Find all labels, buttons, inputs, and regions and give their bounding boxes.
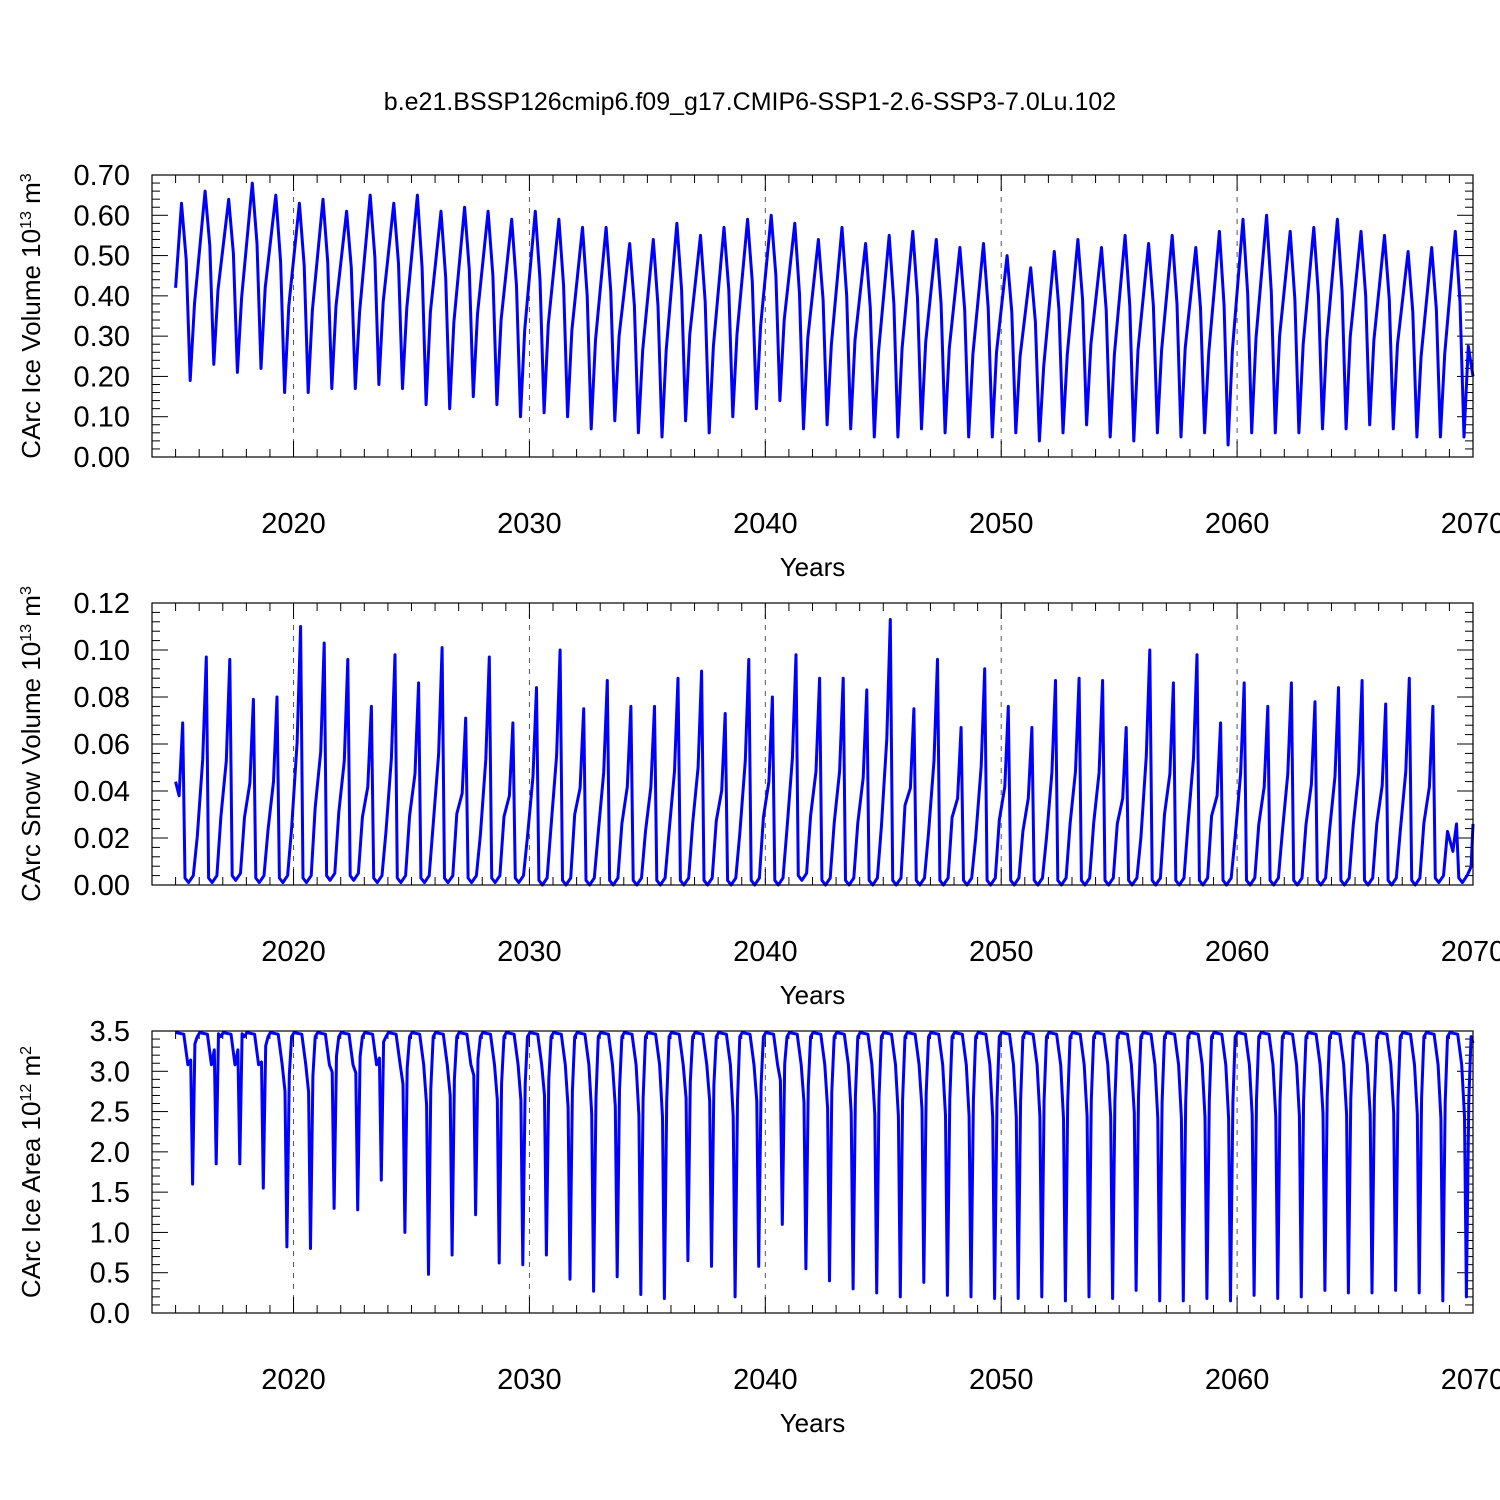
x-tick-label: 2030 [497, 936, 562, 968]
plot-frame [151, 1030, 1474, 1314]
y-axis-label-text: m [16, 182, 46, 211]
y-axis-label-text: m [16, 1055, 46, 1084]
y-axis-label-superscript: 2 [18, 1046, 35, 1055]
data-series-line [174, 618, 1475, 887]
y-tick-label: 0.30 [74, 321, 130, 353]
y-tick-label: 2.5 [90, 1097, 130, 1129]
y-axis-label-text: CArc Snow Volume 10 [16, 642, 46, 902]
x-tick-label: 2040 [733, 936, 798, 968]
y-tick-label: 3.0 [90, 1056, 130, 1088]
y-tick-label: 0.04 [74, 776, 130, 808]
data-series-line [174, 181, 1475, 447]
chart-title: b.e21.BSSP126cmip6.f09_g17.CMIP6-SSP1-2.… [384, 88, 1116, 116]
y-tick-label: 0.5 [90, 1258, 130, 1290]
x-tick-label: 2030 [497, 508, 562, 540]
y-axis-label-superscript: 13 [18, 211, 35, 229]
y-axis-label: CArc Ice Area 1012 m2 [16, 1046, 46, 1298]
y-axis-label-superscript: 3 [18, 173, 35, 182]
x-tick-label: 2040 [733, 1364, 798, 1396]
x-axis-label: Years [780, 980, 846, 1010]
x-tick-label: 2050 [969, 936, 1034, 968]
y-tick-label: 0.50 [74, 241, 130, 273]
y-tick-label: 0.20 [74, 361, 130, 393]
x-tick-label: 2060 [1205, 936, 1270, 968]
y-tick-label: 0.00 [74, 870, 130, 902]
x-tick-label: 2020 [261, 508, 326, 540]
y-axis-label-text: m [16, 595, 46, 624]
y-tick-label: 0.40 [74, 281, 130, 313]
y-tick-label: 0.08 [74, 682, 130, 714]
data-series-line [174, 1031, 1475, 1303]
plot-frame [151, 602, 1474, 886]
y-tick-label: 1.0 [90, 1217, 130, 1249]
y-tick-label: 0.06 [74, 729, 130, 761]
x-tick-label: 2020 [261, 936, 326, 968]
y-axis-label-superscript: 12 [18, 1084, 35, 1102]
y-tick-label: 0.10 [74, 402, 130, 434]
y-tick-label: 0.60 [74, 200, 130, 232]
y-tick-label: 0.12 [74, 588, 130, 620]
x-tick-label: 2070 [1441, 508, 1500, 540]
y-tick-label: 0.10 [74, 635, 130, 667]
plot-frame [151, 174, 1474, 458]
x-tick-label: 2060 [1205, 1364, 1270, 1396]
y-tick-label: 0.00 [74, 442, 130, 474]
x-tick-label: 2050 [969, 1364, 1034, 1396]
y-axis-label-text: CArc Ice Volume 10 [16, 229, 46, 459]
x-tick-label: 2020 [261, 1364, 326, 1396]
y-tick-label: 0.02 [74, 823, 130, 855]
x-axis-label: Years [780, 1408, 846, 1438]
y-tick-label: 0.0 [90, 1298, 130, 1330]
y-tick-label: 1.5 [90, 1177, 130, 1209]
snow-volume-panel: 0.00 0.02 0.04 0.06 0.08 0.10 0.12 2020 2030 2040… [16, 586, 1500, 1010]
x-tick-label: 2050 [969, 508, 1034, 540]
ice-volume-panel: 0.00 0.10 0.20 0.30 0.40 0.50 0.60 0.70 2020 2030… [16, 160, 1500, 582]
ice-area-panel: 0.0 0.5 1.0 1.5 2.0 2.5 3.0 3.5 2020 2030 2040 2050… [16, 1016, 1500, 1438]
y-axis-label-superscript: 3 [18, 586, 35, 595]
x-tick-label: 2040 [733, 508, 798, 540]
x-tick-label: 2060 [1205, 508, 1270, 540]
x-tick-label: 2070 [1441, 1364, 1500, 1396]
x-tick-label: 2070 [1441, 936, 1500, 968]
x-tick-label: 2030 [497, 1364, 562, 1396]
y-tick-label: 2.0 [90, 1137, 130, 1169]
y-tick-label: 0.70 [74, 160, 130, 192]
y-axis-label: CArc Snow Volume 1013 m3 [16, 586, 46, 902]
y-tick-label: 3.5 [90, 1016, 130, 1048]
y-axis-label-text: CArc Ice Area 10 [16, 1102, 46, 1299]
y-axis-label-superscript: 13 [18, 624, 35, 642]
x-axis-label: Years [780, 552, 846, 582]
y-axis-label: CArc Ice Volume 1013 m3 [16, 173, 46, 458]
